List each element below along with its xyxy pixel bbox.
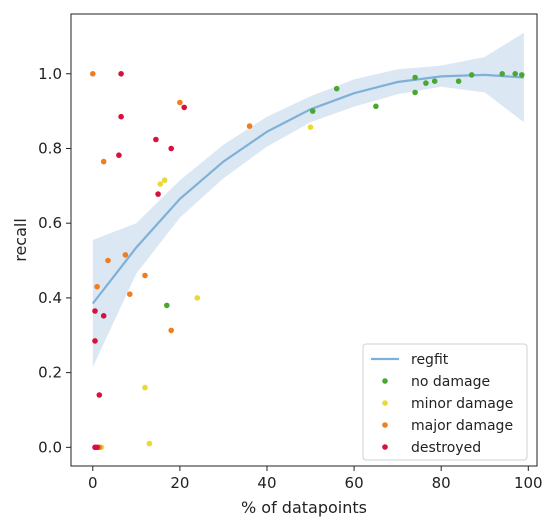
legend-label-destroyed: destroyed <box>411 440 481 456</box>
legend-label-regfit: regfit <box>411 352 449 368</box>
point-no-damage <box>333 85 340 92</box>
point-destroyed <box>92 338 98 344</box>
y-tick-label: 0.2 <box>38 364 62 382</box>
legend-box <box>362 343 528 461</box>
point-destroyed <box>153 136 159 143</box>
point-no-damage <box>519 72 525 78</box>
point-major-damage <box>177 99 183 106</box>
point-no-damage <box>309 108 316 114</box>
x-tick-label: 100 <box>514 474 543 492</box>
point-destroyed <box>118 113 124 120</box>
point-major-damage <box>90 71 96 77</box>
point-minor-damage <box>307 124 314 130</box>
point-no-damage <box>412 89 418 96</box>
point-minor-damage <box>142 384 148 391</box>
point-destroyed <box>100 313 107 319</box>
point-major-damage <box>122 252 129 258</box>
point-major-damage <box>142 272 148 279</box>
scatter-points-layer <box>90 71 525 451</box>
point-minor-damage <box>157 181 164 187</box>
point-destroyed <box>94 444 100 451</box>
y-tick-label: 0.4 <box>38 289 62 307</box>
y-tick-label: 0.0 <box>38 438 62 456</box>
point-major-damage <box>168 327 174 334</box>
x-tick-label: 80 <box>432 474 451 492</box>
plot-frame <box>70 13 538 467</box>
legend-swatch-destroyed <box>382 444 388 450</box>
y-axis-label: recall <box>11 218 30 262</box>
point-major-damage <box>105 257 111 264</box>
x-tick-label: 40 <box>257 474 276 492</box>
y-tick-label: 0.6 <box>38 214 62 232</box>
point-no-damage <box>164 302 170 309</box>
point-major-damage <box>246 123 253 129</box>
point-no-damage <box>412 74 418 81</box>
point-no-damage <box>431 78 438 84</box>
x-tick-label: 60 <box>345 474 364 492</box>
regfit-line-layer <box>91 73 524 305</box>
legend: regfit no damage minor damage major damage d… <box>362 343 528 461</box>
point-destroyed <box>181 104 187 111</box>
point-destroyed <box>96 392 103 398</box>
regfit-line <box>91 73 524 305</box>
point-destroyed <box>168 145 174 152</box>
x-tick-label: 20 <box>170 474 189 492</box>
point-major-damage <box>127 291 133 298</box>
axis-ticks-layer: 0 20 40 60 80 100 0.0 0.2 0.4 0.6 0.8 1.0 <box>38 65 542 492</box>
point-no-damage <box>512 71 518 77</box>
point-no-damage <box>373 103 379 110</box>
point-major-damage <box>100 158 107 165</box>
y-tick-label: 0.8 <box>38 139 62 157</box>
x-tick-label: 0 <box>88 474 98 492</box>
point-minor-damage <box>161 177 168 183</box>
legend-swatch-no-damage <box>382 378 388 384</box>
point-destroyed <box>155 191 161 197</box>
x-axis-label: % of datapoints <box>241 498 367 517</box>
legend-swatch-major-damage <box>382 422 388 428</box>
point-no-damage <box>468 72 475 78</box>
point-minor-damage <box>146 440 153 447</box>
legend-label-minor-damage: minor damage <box>411 396 513 412</box>
point-no-damage <box>499 71 506 77</box>
point-destroyed <box>118 71 124 77</box>
y-tick-label: 1.0 <box>38 65 62 83</box>
point-major-damage <box>94 283 100 290</box>
legend-swatch-minor-damage <box>382 400 388 406</box>
point-minor-damage <box>194 295 201 301</box>
point-no-damage <box>455 78 462 84</box>
legend-label-major-damage: major damage <box>411 418 513 434</box>
legend-label-no-damage: no damage <box>411 374 490 390</box>
point-destroyed <box>92 308 98 314</box>
point-destroyed <box>116 152 122 158</box>
point-no-damage <box>423 80 429 86</box>
